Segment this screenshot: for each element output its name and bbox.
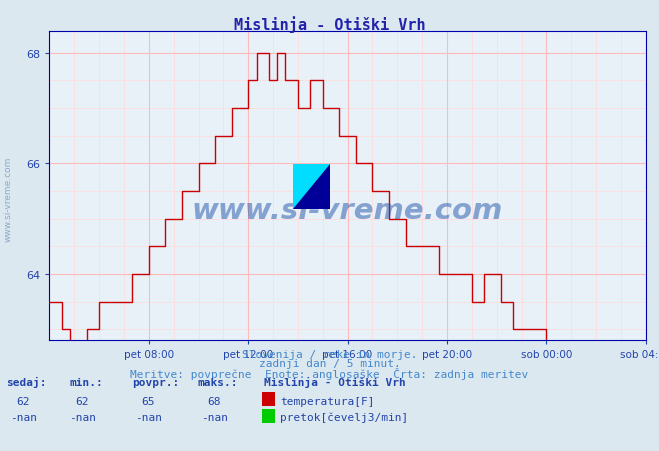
- Polygon shape: [293, 165, 330, 210]
- Text: 68: 68: [208, 396, 221, 405]
- Text: min.:: min.:: [69, 377, 103, 387]
- Text: -nan: -nan: [69, 412, 96, 422]
- Text: temperatura[F]: temperatura[F]: [280, 396, 374, 405]
- Text: 65: 65: [142, 396, 155, 405]
- Text: 62: 62: [16, 396, 30, 405]
- Text: 62: 62: [76, 396, 89, 405]
- Text: povpr.:: povpr.:: [132, 377, 179, 387]
- Text: zadnji dan / 5 minut.: zadnji dan / 5 minut.: [258, 359, 401, 368]
- Text: www.si-vreme.com: www.si-vreme.com: [3, 156, 13, 241]
- Polygon shape: [293, 165, 330, 210]
- Text: Mislinja - Otiški Vrh: Mislinja - Otiški Vrh: [234, 16, 425, 32]
- Text: www.si-vreme.com: www.si-vreme.com: [192, 197, 503, 225]
- Text: -nan: -nan: [135, 412, 161, 422]
- Text: -nan: -nan: [10, 412, 36, 422]
- Text: Mislinja - Otiški Vrh: Mislinja - Otiški Vrh: [264, 377, 405, 387]
- Text: Slovenija / reke in morje.: Slovenija / reke in morje.: [242, 350, 417, 359]
- Text: Meritve: povprečne  Enote: anglosaške  Črta: zadnja meritev: Meritve: povprečne Enote: anglosaške Črt…: [130, 368, 529, 380]
- Text: maks.:: maks.:: [198, 377, 238, 387]
- Text: sedaj:: sedaj:: [7, 377, 47, 387]
- Text: -nan: -nan: [201, 412, 227, 422]
- Text: pretok[čevelj3/min]: pretok[čevelj3/min]: [280, 412, 409, 422]
